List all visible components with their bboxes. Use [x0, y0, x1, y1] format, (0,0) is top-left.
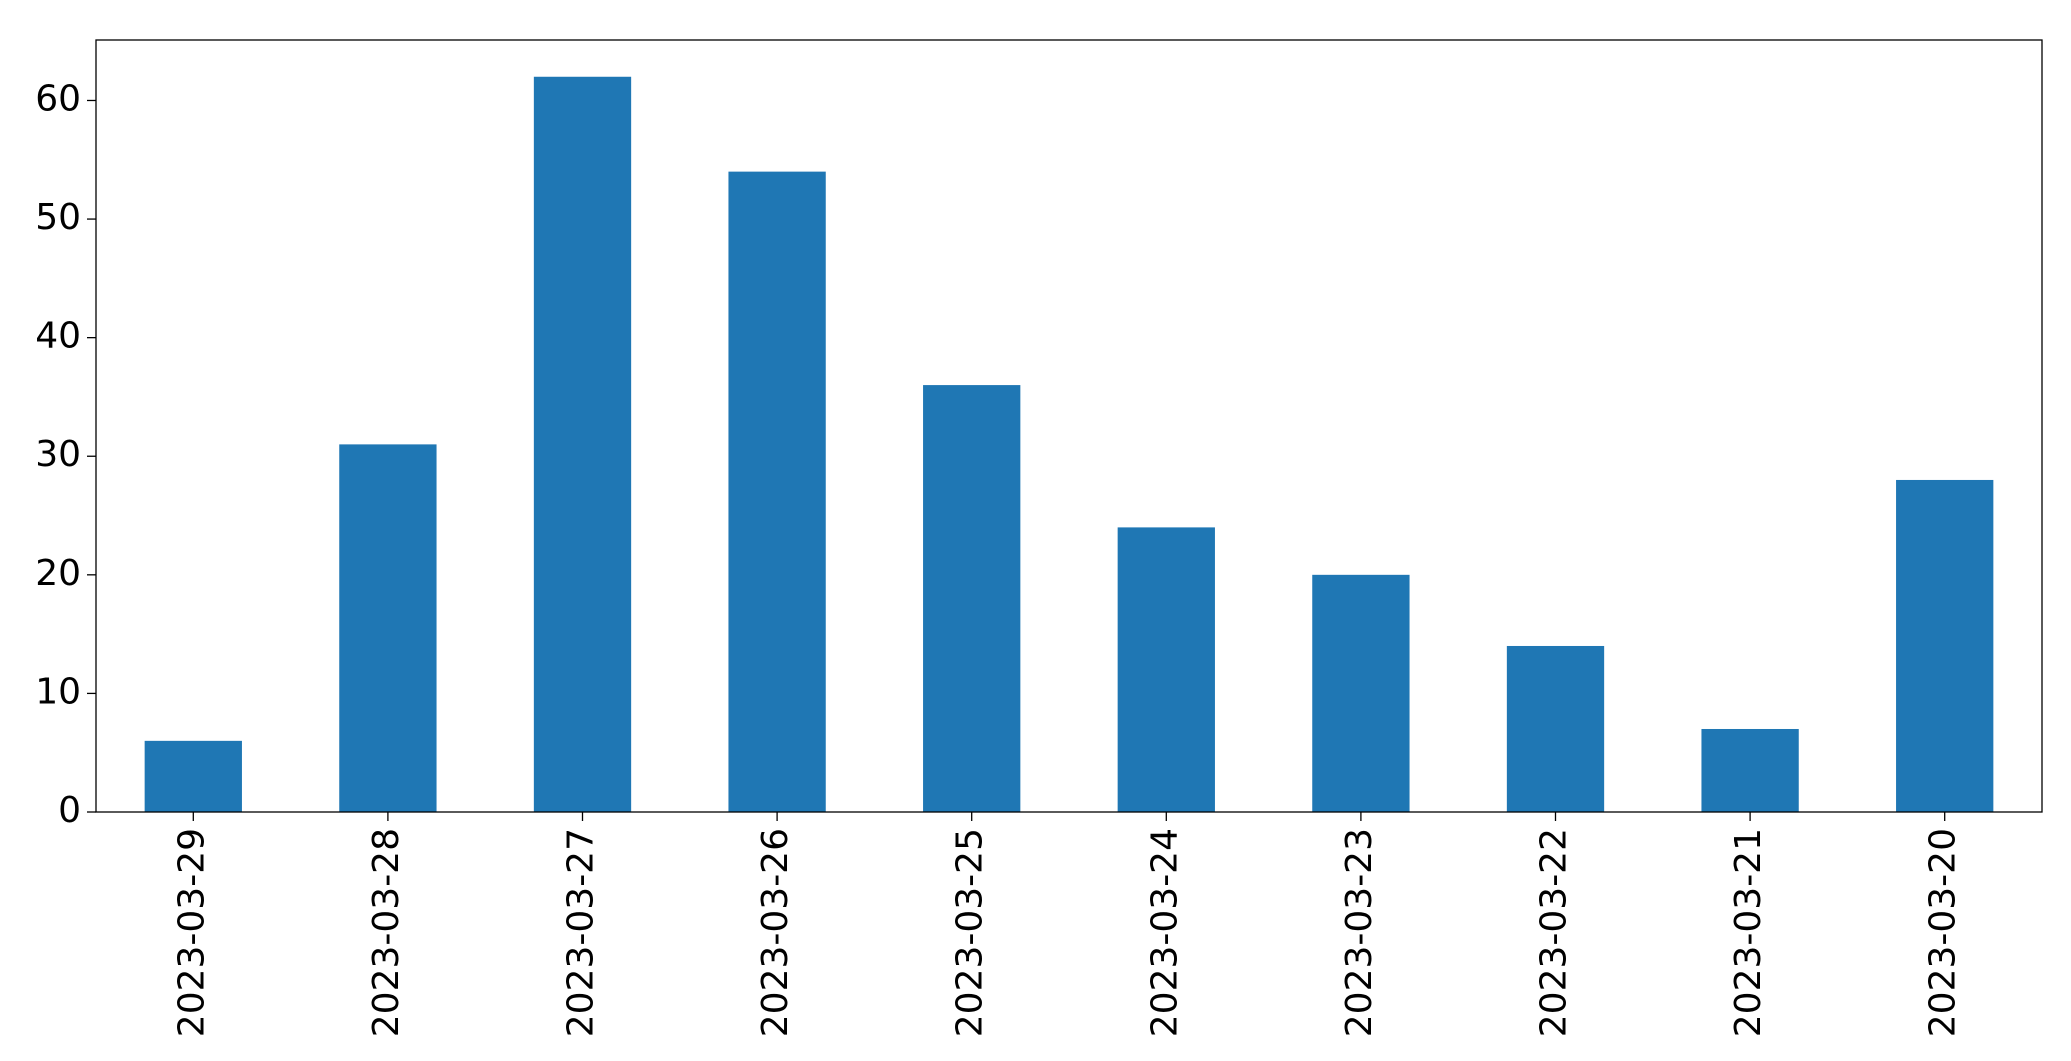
x-tick-label: 2023-03-21	[1728, 828, 1769, 1037]
bar	[144, 740, 242, 812]
x-tick-label: 2023-03-20	[1923, 828, 1964, 1037]
y-tick-label: 40	[35, 316, 81, 357]
x-tick-label: 2023-03-24	[1144, 828, 1185, 1037]
x-tick-label: 2023-03-26	[755, 828, 796, 1037]
bar	[1117, 527, 1215, 812]
bar	[339, 444, 437, 812]
bar	[1506, 645, 1605, 812]
bar	[1701, 728, 1799, 812]
plot-frame	[95, 39, 2043, 813]
y-tick-label: 0	[58, 790, 81, 831]
x-tick-label: 2023-03-22	[1534, 828, 1575, 1037]
y-tick-label: 30	[35, 434, 81, 475]
bar	[923, 385, 1021, 812]
bar	[728, 171, 826, 812]
bar	[1896, 479, 1994, 812]
x-tick-label: 2023-03-29	[171, 828, 212, 1037]
y-tick-label: 20	[35, 553, 81, 594]
x-tick-label: 2023-03-28	[366, 828, 407, 1037]
bar	[533, 76, 632, 812]
bar	[1312, 574, 1410, 812]
x-tick-label: 2023-03-25	[950, 828, 991, 1037]
y-tick-label: 50	[35, 197, 81, 238]
x-tick-label: 2023-03-23	[1339, 828, 1380, 1037]
y-tick-label: 10	[35, 671, 81, 712]
x-tick-label: 2023-03-27	[561, 828, 602, 1037]
y-tick-label: 60	[35, 78, 81, 119]
